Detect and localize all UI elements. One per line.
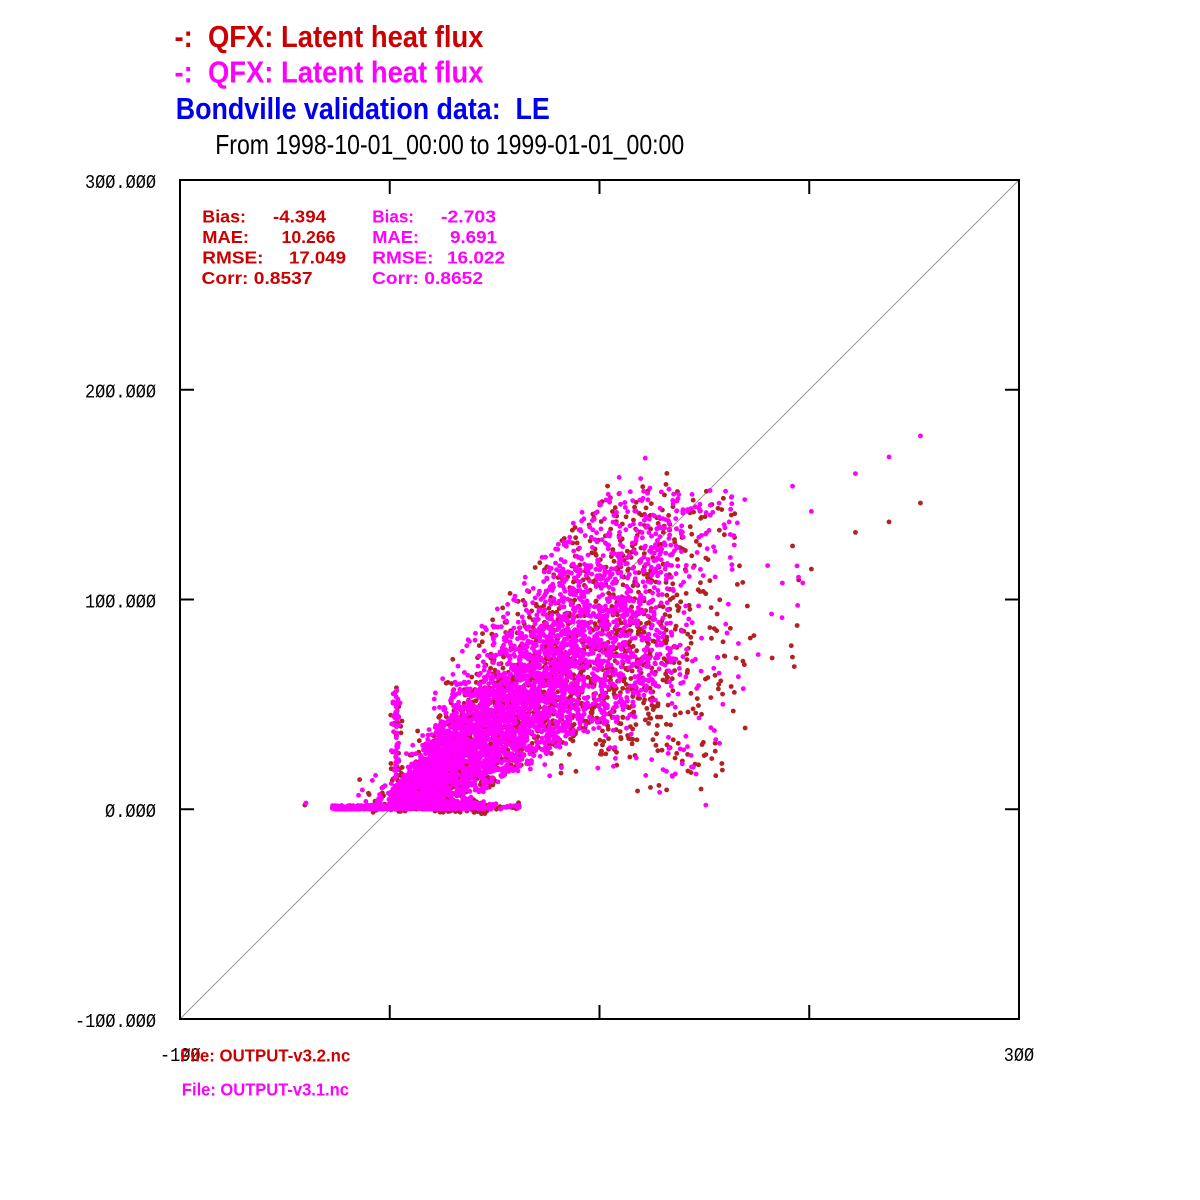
svg-text:RMSE:: RMSE:: [372, 247, 433, 267]
svg-text:File: OUTPUT-v3.1.nc: File: OUTPUT-v3.1.nc: [182, 1079, 349, 1099]
svg-text:2ØØ.ØØØ: 2ØØ.ØØØ: [85, 382, 156, 404]
svg-text:3ØØ.ØØØ: 3ØØ.ØØØ: [85, 172, 156, 194]
svg-text:From 1998-10-01_00:00 to 1999-: From 1998-10-01_00:00 to 1999-01-01_00:0…: [215, 129, 684, 160]
svg-text:File: OUTPUT-v3.2.nc: File: OUTPUT-v3.2.nc: [180, 1045, 350, 1065]
svg-text:MAE:: MAE:: [372, 227, 419, 247]
svg-text:RMSE:: RMSE:: [202, 247, 263, 267]
svg-text:MAE:: MAE:: [202, 227, 249, 247]
svg-text:Bias:: Bias:: [202, 207, 246, 227]
svg-text:9.691: 9.691: [450, 227, 497, 247]
svg-text:-2.703: -2.703: [441, 207, 496, 227]
svg-text:Bias:: Bias:: [372, 207, 414, 227]
svg-text:-: QFX: Latent heat flux: -: QFX: Latent heat flux: [175, 55, 485, 90]
svg-text:16.022: 16.022: [447, 247, 505, 267]
svg-text:10.266: 10.266: [282, 227, 336, 247]
svg-text:Corr: 0.8537: Corr: 0.8537: [202, 268, 313, 288]
svg-text:1ØØ.ØØØ: 1ØØ.ØØØ: [85, 592, 156, 614]
svg-text:Ø.ØØØ: Ø.ØØØ: [105, 801, 156, 823]
svg-text:-4.394: -4.394: [273, 207, 326, 227]
svg-text:3ØØ: 3ØØ: [1004, 1045, 1034, 1067]
svg-text:Bondville validation data: LE: Bondville validation data: LE: [176, 91, 550, 126]
svg-text:-: QFX: Latent heat flux: -: QFX: Latent heat flux: [175, 19, 485, 54]
svg-text:-1ØØ: -1ØØ: [160, 1045, 201, 1067]
svg-text:17.049: 17.049: [289, 247, 346, 267]
svg-text:Corr: 0.8652: Corr: 0.8652: [372, 268, 483, 288]
svg-text:-1ØØ.ØØØ: -1ØØ.ØØØ: [75, 1011, 156, 1033]
